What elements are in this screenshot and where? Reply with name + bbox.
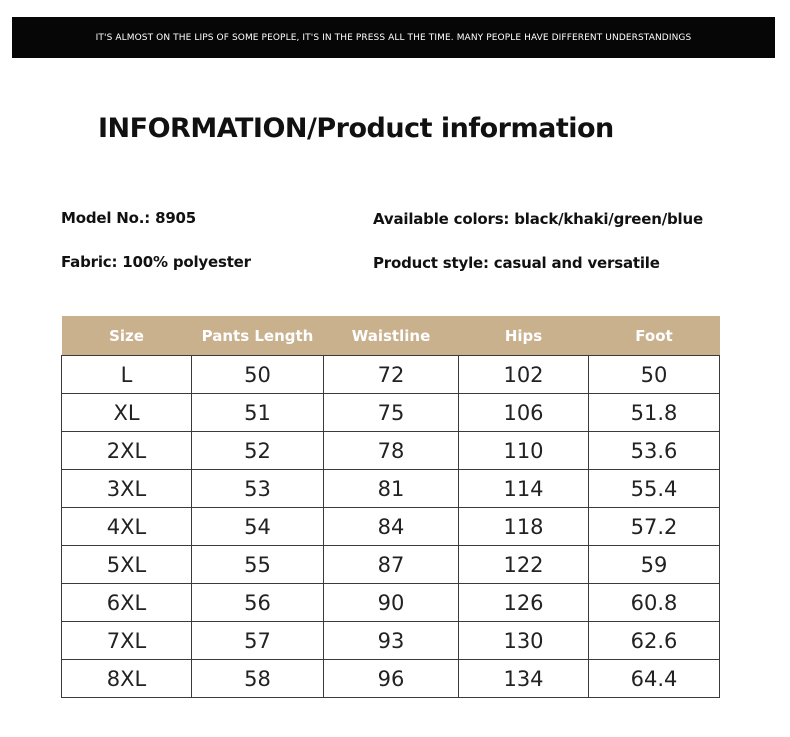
model-number: Model No.: 8905 <box>61 209 197 227</box>
table-cell: 102 <box>458 355 589 394</box>
table-cell: 130 <box>458 621 589 660</box>
table-cell: 72 <box>323 355 459 394</box>
table-cell: 96 <box>323 659 459 698</box>
table-cell: 58 <box>191 659 324 698</box>
table-cell: 87 <box>323 545 459 584</box>
table-cell: 55.4 <box>588 469 720 508</box>
table-cell: 78 <box>323 431 459 470</box>
table-cell: 53 <box>191 469 324 508</box>
table-cell: XL <box>61 393 192 432</box>
table-row: 6XL 56 90 126 60.8 <box>61 583 720 622</box>
table-cell: 93 <box>323 621 459 660</box>
table-row: 4XL 54 84 118 57.2 <box>61 507 720 546</box>
table-cell: 122 <box>458 545 589 584</box>
table-cell: 53.6 <box>588 431 720 470</box>
product-style: Product style: casual and versatile <box>373 254 660 272</box>
table-row: 2XL 52 78 110 53.6 <box>61 431 720 470</box>
table-cell: 60.8 <box>588 583 720 622</box>
column-header: Waistline <box>323 316 459 356</box>
table-cell: 126 <box>458 583 589 622</box>
table-cell: 7XL <box>61 621 192 660</box>
table-cell: 4XL <box>61 507 192 546</box>
table-cell: 52 <box>191 431 324 470</box>
column-header: Size <box>61 316 192 356</box>
table-header-row: Size Pants Length Waistline Hips Foot <box>61 316 720 356</box>
fabric-info: Fabric: 100% polyester <box>61 253 251 271</box>
table-cell: 50 <box>191 355 324 394</box>
table-cell: 90 <box>323 583 459 622</box>
table-cell: 114 <box>458 469 589 508</box>
table-cell: 3XL <box>61 469 192 508</box>
table-row: 7XL 57 93 130 62.6 <box>61 621 720 660</box>
table-cell: 59 <box>588 545 720 584</box>
table-row: 8XL 58 96 134 64.4 <box>61 659 720 698</box>
table-cell: 134 <box>458 659 589 698</box>
table-cell: 50 <box>588 355 720 394</box>
banner-text: IT'S ALMOST ON THE LIPS OF SOME PEOPLE, … <box>95 32 692 43</box>
table-body: L 50 72 102 50 XL 51 75 106 51.8 2XL 52 78 110 53.6 3XL… <box>61 355 720 698</box>
column-header: Pants Length <box>191 316 324 356</box>
size-chart-table: Size Pants Length Waistline Hips Foot L 50 72 1… <box>61 316 720 698</box>
table-row: L 50 72 102 50 <box>61 355 720 394</box>
top-banner: IT'S ALMOST ON THE LIPS OF SOME PEOPLE, … <box>12 17 775 58</box>
table-cell: 64.4 <box>588 659 720 698</box>
table-cell: 118 <box>458 507 589 546</box>
column-header: Foot <box>588 316 720 356</box>
page-title: INFORMATION/Product information <box>98 113 614 144</box>
table-cell: 6XL <box>61 583 192 622</box>
table-cell: 8XL <box>61 659 192 698</box>
table-cell: 75 <box>323 393 459 432</box>
table-cell: 84 <box>323 507 459 546</box>
table-cell: 56 <box>191 583 324 622</box>
column-header: Hips <box>458 316 589 356</box>
table-cell: 81 <box>323 469 459 508</box>
available-colors: Available colors: black/khaki/green/blue <box>373 210 703 228</box>
table-cell: 55 <box>191 545 324 584</box>
table-cell: 5XL <box>61 545 192 584</box>
table-cell: 62.6 <box>588 621 720 660</box>
table-row: 5XL 55 87 122 59 <box>61 545 720 584</box>
table-cell: 57 <box>191 621 324 660</box>
table-cell: 51.8 <box>588 393 720 432</box>
table-cell: 106 <box>458 393 589 432</box>
table-cell: 57.2 <box>588 507 720 546</box>
table-row: XL 51 75 106 51.8 <box>61 393 720 432</box>
table-cell: 54 <box>191 507 324 546</box>
table-cell: 2XL <box>61 431 192 470</box>
table-cell: 51 <box>191 393 324 432</box>
table-row: 3XL 53 81 114 55.4 <box>61 469 720 508</box>
table-cell: 110 <box>458 431 589 470</box>
table-cell: L <box>61 355 192 394</box>
